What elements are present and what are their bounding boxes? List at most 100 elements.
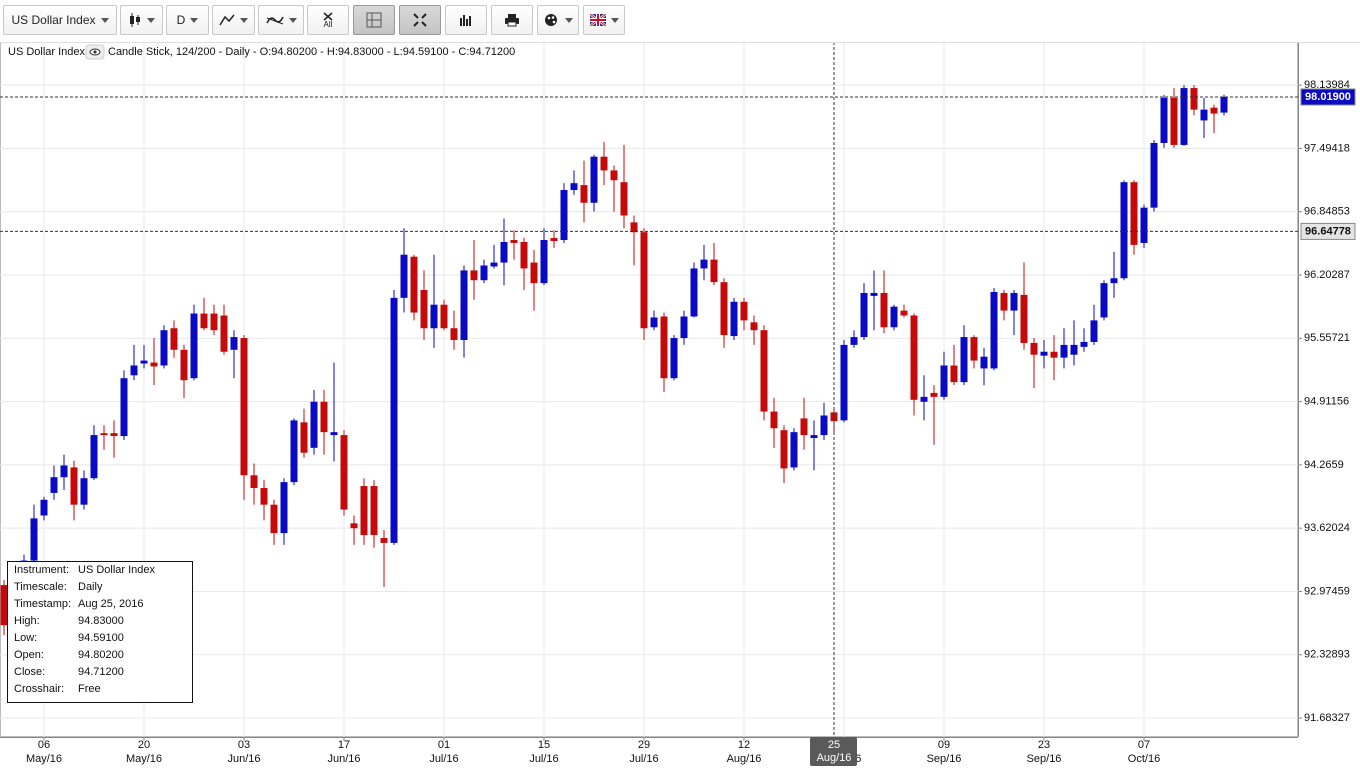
crosshair-label: 25 (828, 739, 840, 751)
candle-body (690, 268, 698, 317)
candle-body (830, 412, 838, 422)
price-label: 96.64778 (1305, 225, 1351, 237)
candle-body (550, 238, 558, 241)
candle-body (190, 313, 198, 379)
candle-body (340, 435, 348, 510)
candle-body (400, 254, 408, 298)
candle-body (740, 301, 748, 321)
info-value: Daily (78, 581, 103, 593)
clear-all-label: All (323, 19, 333, 29)
info-value: 94.71200 (78, 666, 124, 678)
timescale-dropdown[interactable]: D (166, 5, 209, 35)
x-tick-label: Sep/16 (927, 753, 962, 765)
candle-body (1220, 96, 1228, 113)
candle-body (930, 392, 938, 397)
info-label: Open: (14, 649, 44, 661)
candle-body (630, 222, 638, 233)
x-tick-label: 15 (538, 739, 550, 751)
candle-body (540, 240, 548, 284)
candle-body (1210, 107, 1218, 114)
candle-body (880, 292, 888, 328)
candle-body (980, 356, 988, 369)
candle-body (270, 504, 278, 534)
candle-body (410, 256, 418, 313)
print-button[interactable] (491, 5, 533, 35)
candle-body (310, 401, 318, 448)
candle-body (760, 330, 768, 412)
x-tick-label: 01 (438, 739, 450, 751)
candle-body (290, 420, 298, 483)
candle-body (660, 316, 668, 379)
clear-all-button[interactable]: All (307, 5, 349, 35)
candle-body (430, 304, 438, 329)
candle-body (970, 337, 978, 361)
candle-body (1160, 97, 1168, 143)
volume-button[interactable] (445, 5, 487, 35)
toolbar: US Dollar Index D All (0, 0, 1360, 43)
candle-body (220, 315, 228, 352)
theme-dropdown[interactable] (537, 5, 579, 35)
candle-body (490, 262, 498, 267)
candle-body (750, 322, 758, 331)
chart-type-dropdown[interactable] (120, 5, 163, 35)
overlay (0, 42, 1298, 737)
info-label: Crosshair: (14, 683, 64, 695)
y-tick-label: 93.62024 (1304, 522, 1350, 534)
visibility-icon[interactable] (85, 44, 105, 60)
candle-body (1010, 292, 1018, 311)
candle-body (850, 337, 858, 345)
candle-body (1100, 283, 1108, 318)
candle-body (950, 365, 958, 383)
x-tick-label: Aug/16 (727, 753, 762, 765)
candle-body (600, 156, 608, 171)
candle-body (790, 432, 798, 468)
candle-body (160, 330, 168, 366)
info-value: US Dollar Index (78, 564, 156, 576)
candle-body (620, 182, 628, 216)
candle-body (450, 328, 458, 340)
candle-body (1040, 351, 1048, 356)
candle-body (70, 467, 78, 505)
price-label-box (1300, 222, 1356, 240)
candle-body (920, 396, 928, 402)
x-tick-label: Jul/16 (629, 753, 658, 765)
instrument-dropdown[interactable]: US Dollar Index (3, 5, 117, 35)
y-tick-label: 96.20287 (1304, 269, 1350, 281)
candle-body (910, 315, 918, 400)
candle-body (330, 432, 338, 436)
candle-body (280, 482, 288, 534)
crosshair-toggle[interactable] (353, 5, 395, 35)
candle-body (710, 259, 718, 283)
candle-body (470, 270, 478, 281)
info-box-frame (7, 561, 193, 703)
indicators-dropdown[interactable] (258, 5, 304, 35)
candle-body (570, 183, 578, 191)
candle-body (730, 301, 738, 337)
candle-body (1070, 344, 1078, 355)
candle-body (520, 241, 528, 269)
candle-body (320, 401, 328, 433)
language-dropdown[interactable] (583, 5, 625, 35)
candle-body (960, 337, 968, 383)
info-label: High: (14, 615, 40, 627)
candle-body (260, 488, 268, 505)
fullscreen-toggle[interactable] (399, 5, 441, 35)
candle-body (110, 433, 118, 437)
x-tick-label: 07 (1138, 739, 1150, 751)
candle-body (200, 313, 208, 329)
candle-body (300, 422, 308, 453)
candle-body (590, 156, 598, 203)
x-tick-label: 12 (738, 739, 750, 751)
info-value: 94.83000 (78, 615, 124, 627)
info-box: Instrument: US Dollar Index Timescale: Dail… (7, 561, 193, 703)
candle-body (800, 418, 808, 436)
candle-body (440, 304, 448, 329)
candle-body (1180, 88, 1188, 145)
candle-body (610, 170, 618, 181)
drawing-tools-dropdown[interactable] (212, 5, 255, 35)
candle-body (1020, 294, 1028, 343)
x-tick-label: May/16 (26, 753, 62, 765)
y-tick-label: 94.91156 (1304, 396, 1349, 408)
candle-body (870, 292, 878, 296)
